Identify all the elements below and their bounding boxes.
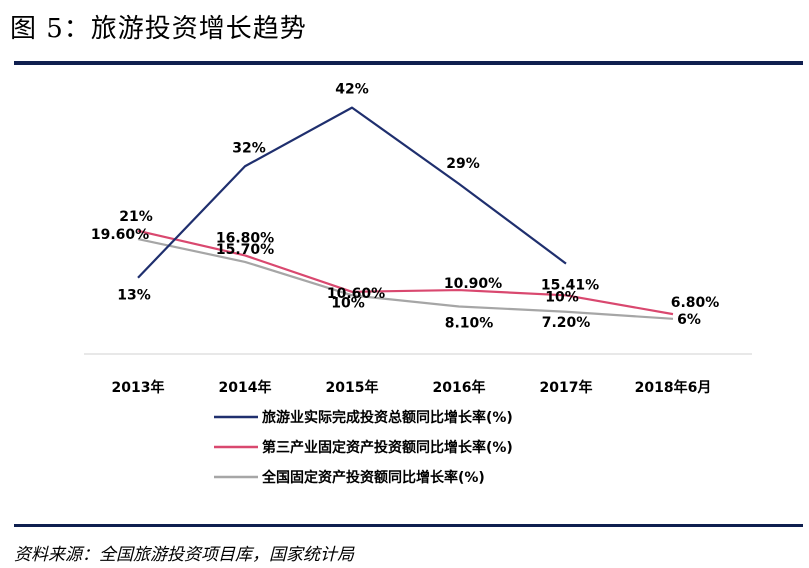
data-label: 21% <box>119 209 153 225</box>
x-tick-label: 2013年 <box>112 379 165 396</box>
data-label: 10% <box>331 295 365 311</box>
x-tick-label: 2017年 <box>540 379 593 396</box>
series-line-1 <box>137 229 674 316</box>
data-label: 10.60% <box>327 286 385 302</box>
data-label: 42% <box>335 82 369 98</box>
x-axis: 2013年 2014年 2015年 2016年 2017年 2018年6月 <box>84 353 752 396</box>
data-label: 6% <box>677 312 701 328</box>
data-label: 19.60% <box>91 227 149 243</box>
legend-label: 旅游业实际完成投资总额同比增长率(%) <box>262 409 513 426</box>
x-tick-label: 2018年6月 <box>635 379 712 396</box>
series-line-2 <box>137 237 674 320</box>
x-tick-label: 2016年 <box>433 379 486 396</box>
data-label: 32% <box>232 140 266 156</box>
data-label: 10.90% <box>444 276 502 292</box>
data-label: 13% <box>117 288 151 304</box>
data-label: 7.20% <box>542 315 591 331</box>
legend: 旅游业实际完成投资总额同比增长率(%) 第三产业固定资产投资额同比增长率(%) 全国… <box>214 409 513 486</box>
data-label: 15.41% <box>541 278 599 294</box>
data-labels: 13% 32% 42% 29% 15.41% 21% 16.80% 10.60% 10.90% 1… <box>91 82 719 332</box>
source-note: 资料来源：全国旅游投资项目库，国家统计局 <box>14 545 354 565</box>
data-label: 16.80% <box>216 230 274 246</box>
x-tick-label: 2014年 <box>219 379 272 396</box>
series-line-0 <box>137 106 567 279</box>
top-divider <box>14 61 803 65</box>
figure-title: 图 5：旅游投资增长趋势 <box>10 14 307 44</box>
legend-label: 第三产业固定资产投资额同比增长率(%) <box>262 439 513 456</box>
legend-label: 全国固定资产投资额同比增长率(%) <box>261 469 485 486</box>
data-label: 29% <box>446 156 480 172</box>
data-label: 8.10% <box>445 315 494 331</box>
bottom-divider <box>14 524 803 527</box>
x-tick-label: 2015年 <box>326 379 379 396</box>
data-label: 15.70% <box>216 242 274 258</box>
series-lines <box>137 106 674 320</box>
data-label: 6.80% <box>671 295 720 311</box>
data-label: 10% <box>545 289 579 305</box>
